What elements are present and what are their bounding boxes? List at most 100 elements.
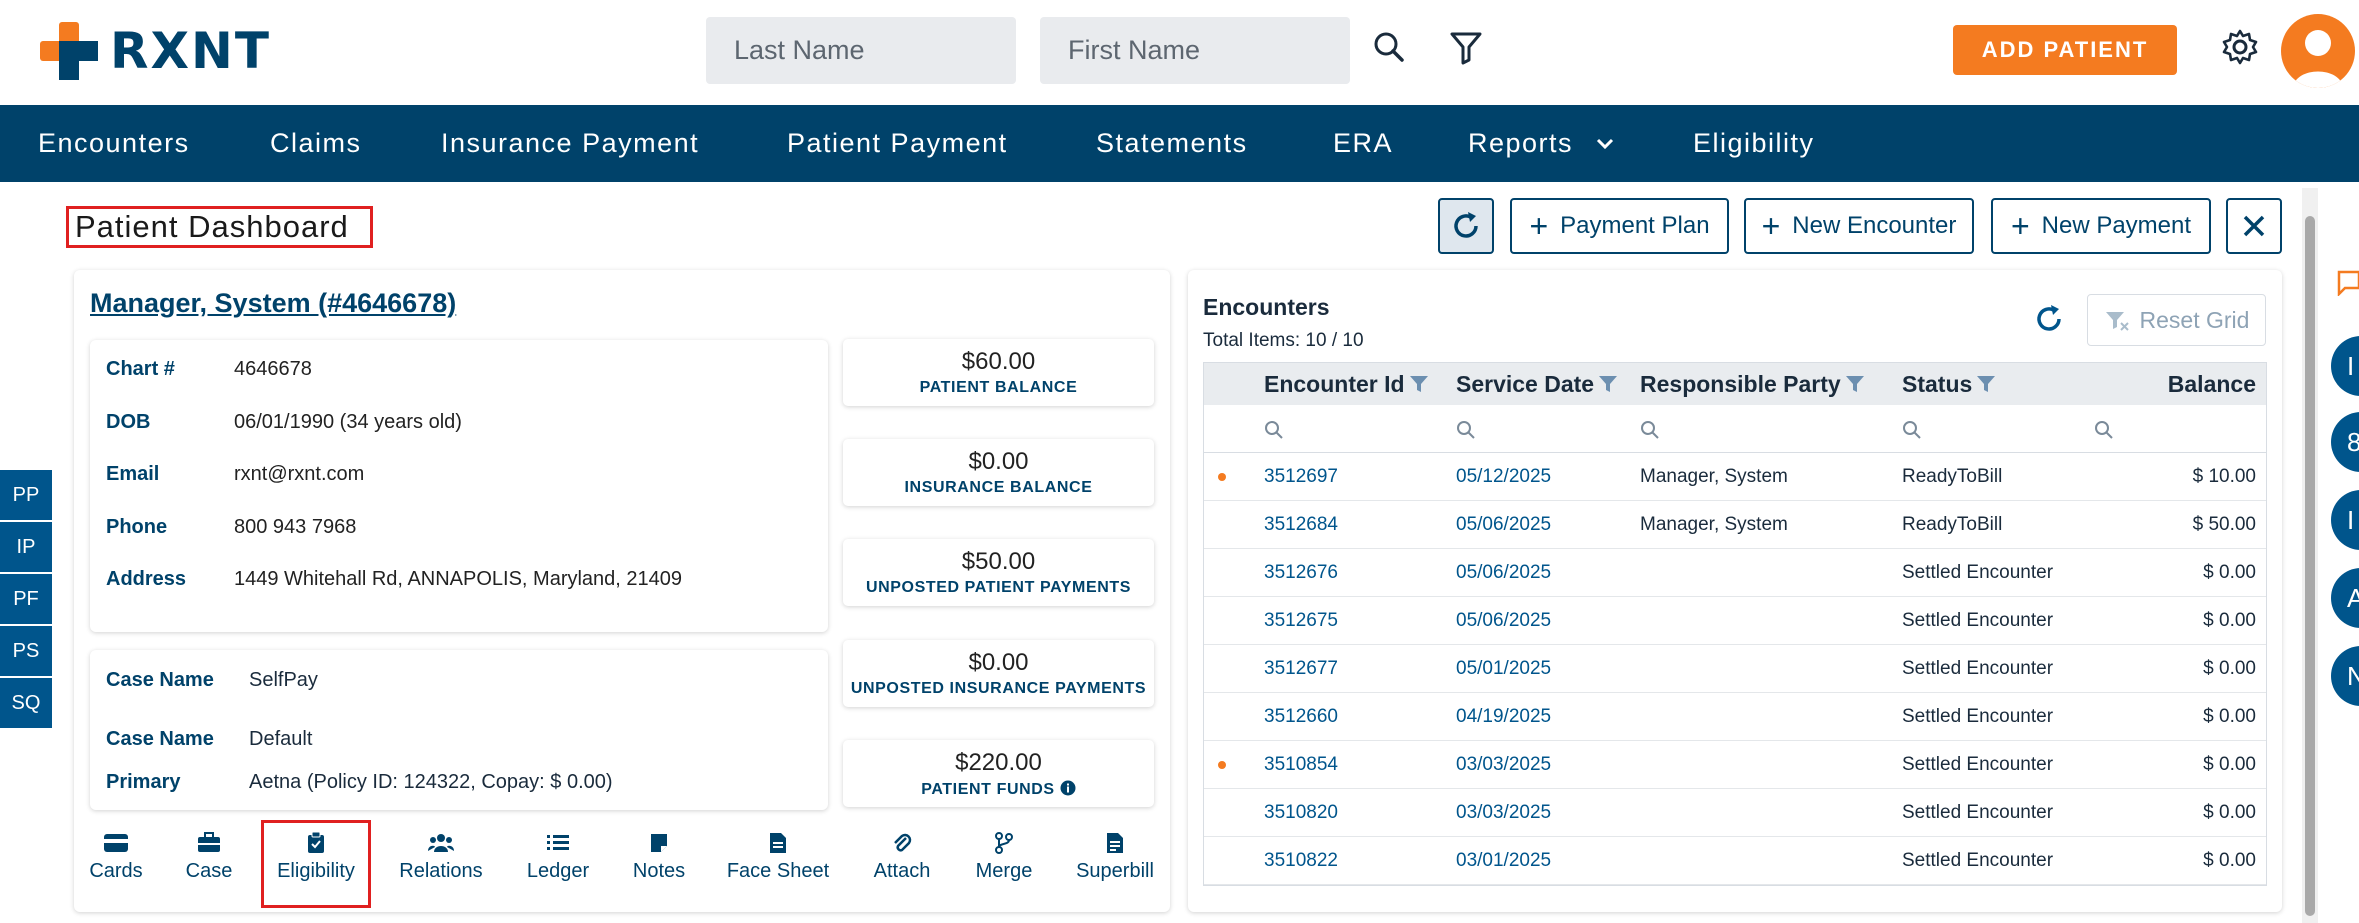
col-service-date[interactable]: Service Date bbox=[1456, 363, 1618, 405]
unposted-patient-payments-card[interactable]: $50.00 UNPOSTED PATIENT PAYMENTS bbox=[843, 539, 1154, 606]
insurance-balance-card[interactable]: $0.00 INSURANCE BALANCE bbox=[843, 439, 1154, 506]
patient-name-link[interactable]: Manager, System (#4646678) bbox=[90, 288, 457, 318]
encounter-id-link[interactable]: 3512697 bbox=[1264, 465, 1338, 487]
service-date[interactable]: 05/06/2025 bbox=[1456, 609, 1552, 631]
users-icon bbox=[428, 834, 454, 852]
payment-plan-button[interactable]: + Payment Plan bbox=[1510, 198, 1729, 254]
table-row[interactable]: 3510854 03/03/2025 Settled Encounter $ 0.00 bbox=[1204, 741, 2266, 789]
table-row[interactable]: 3512676 05/06/2025 Settled Encounter $ 0.00 bbox=[1204, 549, 2266, 597]
user-avatar[interactable] bbox=[2281, 14, 2355, 88]
chat-icon[interactable] bbox=[2336, 270, 2359, 296]
service-date[interactable]: 03/03/2025 bbox=[1456, 753, 1552, 775]
table-row[interactable]: 3510820 03/03/2025 Settled Encounter $ 0.00 bbox=[1204, 789, 2266, 837]
search-icon[interactable] bbox=[2094, 420, 2114, 440]
first-name-input[interactable] bbox=[1040, 17, 1350, 84]
col-status[interactable]: Status bbox=[1902, 363, 1996, 405]
case-value: Default bbox=[249, 728, 313, 750]
encounter-id-link[interactable]: 3512677 bbox=[1264, 657, 1338, 679]
service-date[interactable]: 04/19/2025 bbox=[1456, 705, 1552, 727]
patient-funds-card[interactable]: $220.00 PATIENT FUNDS bbox=[843, 740, 1154, 807]
search-icon[interactable] bbox=[1902, 420, 1922, 440]
action-merge[interactable]: Merge bbox=[972, 832, 1036, 883]
column-filter-icon[interactable] bbox=[1976, 375, 1996, 393]
plus-icon: + bbox=[1761, 208, 1781, 244]
last-name-input[interactable] bbox=[706, 17, 1016, 84]
refresh-button[interactable] bbox=[1438, 198, 1494, 254]
user-icon bbox=[2293, 30, 2343, 88]
unposted-insurance-payments-card[interactable]: $0.00 UNPOSTED INSURANCE PAYMENTS bbox=[843, 640, 1154, 707]
action-case[interactable]: Case bbox=[184, 832, 234, 883]
reset-grid-button[interactable]: Reset Grid bbox=[2087, 294, 2266, 346]
search-icon[interactable] bbox=[1640, 420, 1660, 440]
table-row[interactable]: 3510822 03/01/2025 Settled Encounter $ 0.00 bbox=[1204, 837, 2266, 885]
new-payment-button[interactable]: + New Payment bbox=[1991, 198, 2211, 254]
chevron-down-icon[interactable] bbox=[1596, 137, 1614, 151]
service-date[interactable]: 05/06/2025 bbox=[1456, 561, 1552, 583]
table-row[interactable]: 3512684 05/06/2025 Manager, System ReadyToB… bbox=[1204, 501, 2266, 549]
encounter-id-link[interactable]: 3512676 bbox=[1264, 561, 1338, 583]
nav-claims[interactable]: Claims bbox=[270, 128, 362, 158]
service-date[interactable]: 03/03/2025 bbox=[1456, 801, 1552, 823]
col-encounter-id[interactable]: Encounter Id bbox=[1264, 363, 1429, 405]
nav-reports[interactable]: Reports bbox=[1468, 128, 1574, 158]
service-date[interactable]: 03/01/2025 bbox=[1456, 849, 1552, 871]
patient-balance-card[interactable]: $60.00 PATIENT BALANCE bbox=[843, 339, 1154, 406]
action-notes[interactable]: Notes bbox=[630, 832, 688, 883]
nav-eligibility[interactable]: Eligibility bbox=[1693, 128, 1815, 158]
column-filter-icon[interactable] bbox=[1598, 375, 1618, 393]
col-label: Responsible Party bbox=[1640, 370, 1841, 397]
new-encounter-button[interactable]: + New Encounter bbox=[1744, 198, 1974, 254]
encounter-id-link[interactable]: 3512660 bbox=[1264, 705, 1338, 727]
service-date[interactable]: 05/01/2025 bbox=[1456, 657, 1552, 679]
grid-body: 3512697 05/12/2025 Manager, System ReadyToB… bbox=[1204, 453, 2266, 885]
rxnt-logo[interactable]: RXNT bbox=[40, 22, 271, 80]
column-filter-icon[interactable] bbox=[1409, 375, 1429, 393]
side-tab-ps[interactable]: PS bbox=[0, 626, 52, 678]
page-scrollbar[interactable] bbox=[2302, 188, 2318, 923]
encounter-id-link[interactable]: 3510822 bbox=[1264, 849, 1338, 871]
info-icon[interactable] bbox=[1060, 780, 1076, 796]
table-row[interactable]: 3512697 05/12/2025 Manager, System ReadyToB… bbox=[1204, 453, 2266, 501]
encounter-id-link[interactable]: 3512684 bbox=[1264, 513, 1338, 535]
service-date[interactable]: 05/06/2025 bbox=[1456, 513, 1552, 535]
col-responsible-party[interactable]: Responsible Party bbox=[1640, 363, 1865, 405]
scrollbar-thumb[interactable] bbox=[2305, 216, 2315, 916]
gear-icon[interactable] bbox=[2220, 27, 2260, 67]
action-face-sheet[interactable]: Face Sheet bbox=[726, 832, 830, 883]
table-row[interactable]: 3512677 05/01/2025 Settled Encounter $ 0.00 bbox=[1204, 645, 2266, 693]
plus-icon: + bbox=[2010, 208, 2030, 244]
service-date[interactable]: 05/12/2025 bbox=[1456, 465, 1552, 487]
action-eligibility[interactable]: Eligibility bbox=[264, 832, 368, 883]
action-superbill[interactable]: Superbill bbox=[1074, 832, 1156, 883]
column-filter-icon[interactable] bbox=[1845, 375, 1865, 393]
col-balance[interactable]: Balance bbox=[2168, 363, 2256, 405]
nav-insurance-payment[interactable]: Insurance Payment bbox=[441, 128, 700, 158]
side-tab-pf[interactable]: PF bbox=[0, 574, 52, 626]
table-row[interactable]: 3512675 05/06/2025 Settled Encounter $ 0.00 bbox=[1204, 597, 2266, 645]
action-ledger[interactable]: Ledger bbox=[524, 832, 592, 883]
case-panel bbox=[90, 650, 828, 810]
action-attach[interactable]: Attach bbox=[870, 832, 934, 883]
side-tab-pp[interactable]: PP bbox=[0, 470, 52, 522]
side-tab-ip[interactable]: IP bbox=[0, 522, 52, 574]
side-tab-sq[interactable]: SQ bbox=[0, 678, 52, 730]
filter-icon[interactable] bbox=[1446, 28, 1486, 68]
encounter-id-link[interactable]: 3510820 bbox=[1264, 801, 1338, 823]
table-row[interactable]: 3512660 04/19/2025 Settled Encounter $ 0.00 bbox=[1204, 693, 2266, 741]
encounter-id-link[interactable]: 3510854 bbox=[1264, 753, 1338, 775]
action-relations[interactable]: Relations bbox=[396, 832, 486, 883]
grid-refresh-icon[interactable] bbox=[2032, 302, 2066, 336]
search-icon[interactable] bbox=[1456, 420, 1476, 440]
nav-statements[interactable]: Statements bbox=[1096, 128, 1248, 158]
close-button[interactable] bbox=[2226, 198, 2282, 254]
encounter-id-link[interactable]: 3512675 bbox=[1264, 609, 1338, 631]
nav-patient-payment[interactable]: Patient Payment bbox=[787, 128, 1008, 158]
info-row-dob: DOB 06/01/1990 (34 years old) bbox=[106, 411, 462, 434]
action-cards[interactable]: Cards bbox=[88, 832, 144, 883]
search-icon[interactable] bbox=[1264, 420, 1284, 440]
add-patient-button[interactable]: ADD PATIENT bbox=[1953, 25, 2177, 75]
search-icon[interactable] bbox=[1370, 28, 1410, 68]
nav-era[interactable]: ERA bbox=[1333, 128, 1394, 158]
balance: $ 0.00 bbox=[2203, 753, 2256, 775]
nav-encounters[interactable]: Encounters bbox=[38, 128, 190, 158]
